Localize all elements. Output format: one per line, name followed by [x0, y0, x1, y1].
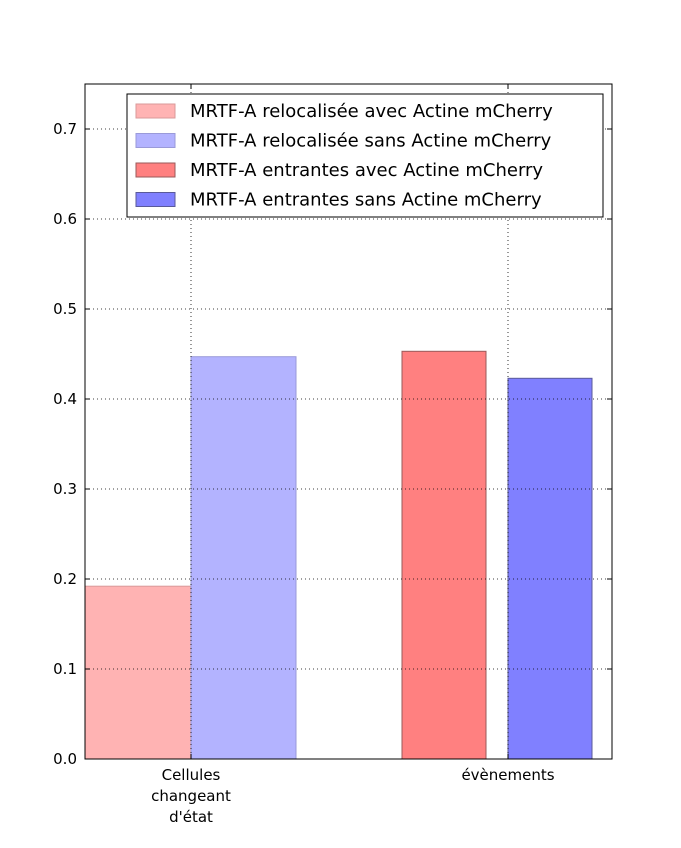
y-tick-label: 0.5 [53, 300, 77, 318]
legend-label: MRTF-A entrantes sans Actine mCherry [190, 190, 542, 211]
legend [126, 93, 604, 218]
y-tick-label: 0.7 [53, 120, 77, 138]
legend-label: MRTF-A relocalisée avec Actine mCherry [190, 101, 553, 122]
y-tick-label: 0.1 [53, 660, 77, 678]
legend-swatch [135, 162, 176, 178]
legend-swatch [135, 133, 176, 148]
bar [84, 585, 192, 760]
legend-swatch [135, 103, 176, 119]
bar [190, 356, 297, 760]
y-tick-label: 0.3 [53, 480, 77, 498]
bar [507, 377, 593, 760]
bar [401, 350, 487, 760]
x-tick-label: Cellules [162, 766, 221, 784]
x-tick-label: changeant [151, 787, 231, 805]
y-tick-label: 0.0 [53, 750, 77, 768]
x-tick-label: d'état [169, 808, 213, 826]
axes-frame [84, 83, 613, 760]
legend-label: MRTF-A relocalisée sans Actine mCherry [190, 131, 552, 152]
legend-label: MRTF-A entrantes avec Actine mCherry [190, 160, 543, 181]
x-tick-label: évènements [461, 766, 554, 784]
y-tick-label: 0.2 [53, 570, 77, 588]
y-tick-label: 0.4 [53, 390, 77, 408]
legend-swatch [135, 192, 176, 207]
y-tick-label: 0.6 [53, 210, 77, 228]
